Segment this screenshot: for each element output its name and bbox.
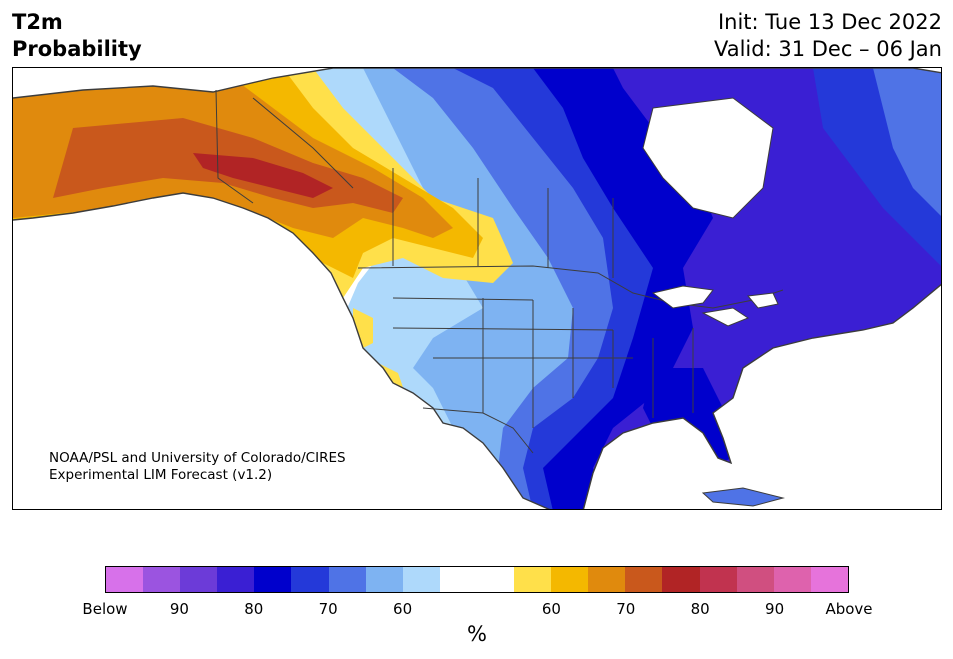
colorbar-tick-label: 60 [393, 600, 413, 618]
colorbar-swatch [551, 567, 589, 592]
colorbar-swatch [625, 567, 663, 592]
colorbar-tick-label: 90 [765, 600, 785, 618]
colorbar-swatch [514, 567, 552, 592]
colorbar-tick-label: 80 [690, 600, 710, 618]
colorbar-swatch [402, 567, 440, 592]
colorbar-swatch [773, 567, 811, 592]
colorbar-swatch [106, 567, 144, 592]
colorbar-swatch [217, 567, 255, 592]
colorbar-tick-label: 60 [541, 600, 561, 618]
probability-shading [13, 68, 941, 509]
credit-line-1: NOAA/PSL and University of Colorado/CIRE… [49, 450, 346, 466]
product-label: Probability [12, 37, 142, 61]
colorbar-swatch [810, 567, 848, 592]
us-mexico-border [422, 407, 534, 454]
colorbar-swatch [328, 567, 366, 592]
init-date: Init: Tue 13 Dec 2022 [717, 10, 942, 34]
alaska-border [215, 89, 254, 204]
above-80-region [193, 153, 333, 198]
political-boundaries [13, 68, 941, 509]
below-65-northeast-region [873, 68, 941, 218]
map-credit: NOAA/PSL and University of Colorado/CIRE… [49, 450, 346, 484]
colorbar-swatch [736, 567, 774, 592]
colorbar-swatch [662, 567, 700, 592]
valid-range: Valid: 31 Dec – 06 Jan [713, 37, 942, 61]
colorbar-swatch [476, 567, 515, 592]
canada-us-border [357, 265, 784, 309]
colorbar-swatch [254, 567, 292, 592]
colorbar-swatch [439, 567, 477, 592]
credit-line-2: Experimental LIM Forecast (v1.2) [49, 467, 273, 483]
hudson-bay [642, 97, 774, 219]
province-lines [252, 97, 614, 278]
colorbar-tick-label: Above [825, 600, 873, 618]
colorbar-swatch [588, 567, 626, 592]
colorbar-tick-label: 70 [616, 600, 636, 618]
colorbar-swatch [143, 567, 181, 592]
colorbar-swatch [291, 567, 329, 592]
colorbar [105, 566, 849, 593]
colorbar-swatch [180, 567, 218, 592]
colorbar-swatch [699, 567, 737, 592]
caribbean-islands [701, 487, 785, 507]
forecast-dates: Init: Tue 13 Dec 2022 Valid: 31 Dec – 06… [714, 9, 942, 63]
colorbar-tick-label: 70 [318, 600, 338, 618]
colorbar-tick-label: Below [82, 600, 128, 618]
great-lakes [651, 285, 779, 327]
variable-label: T2m [12, 10, 63, 34]
map-title: T2m Probability [12, 9, 142, 63]
colorbar-swatch [365, 567, 403, 592]
map-canvas [13, 68, 941, 509]
state-lines [392, 297, 694, 428]
colorbar-unit: % [467, 622, 487, 646]
coastline [13, 68, 941, 509]
colorbar-tick-label: 80 [244, 600, 264, 618]
colorbar-tick-label: 90 [169, 600, 189, 618]
map-panel [12, 67, 942, 510]
